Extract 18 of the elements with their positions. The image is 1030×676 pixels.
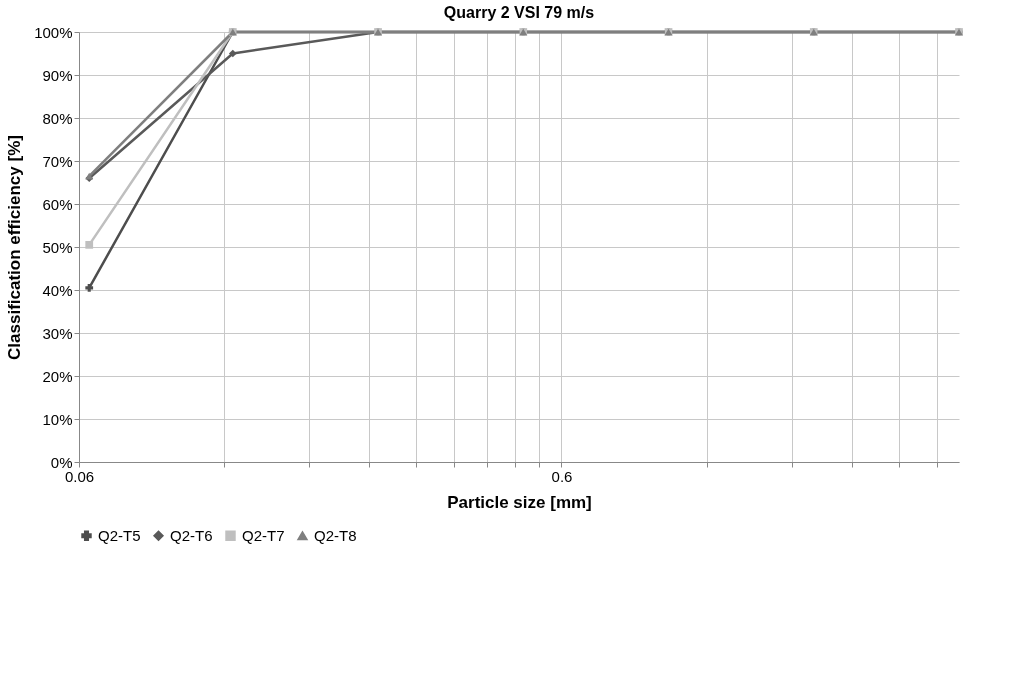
- x-tick-label: 0.6: [551, 467, 573, 485]
- y-tick-label: 90%: [42, 66, 73, 84]
- y-tick-label: 100%: [34, 23, 73, 41]
- y-tick-label: 10%: [42, 410, 73, 428]
- y-tick-label: 70%: [42, 152, 73, 170]
- y-tick-label: 80%: [42, 109, 73, 127]
- y-tick-label: 30%: [42, 324, 73, 342]
- y-tick-label: 20%: [42, 367, 73, 385]
- chart-title: Quarry 2 VSI 79 m/s: [443, 4, 595, 21]
- legend-label: Q2-T6: [170, 526, 213, 544]
- y-tick-label: 60%: [42, 195, 73, 213]
- y-axis-title: Classification efficiency [%]: [5, 135, 25, 360]
- legend-label: Q2-T7: [242, 526, 285, 544]
- x-axis-title: Particle size [mm]: [447, 492, 592, 512]
- y-tick-label: 40%: [42, 281, 73, 299]
- legend-label: Q2-T5: [98, 526, 141, 544]
- y-tick-label: 50%: [42, 238, 73, 256]
- legend-label: Q2-T8: [314, 526, 357, 544]
